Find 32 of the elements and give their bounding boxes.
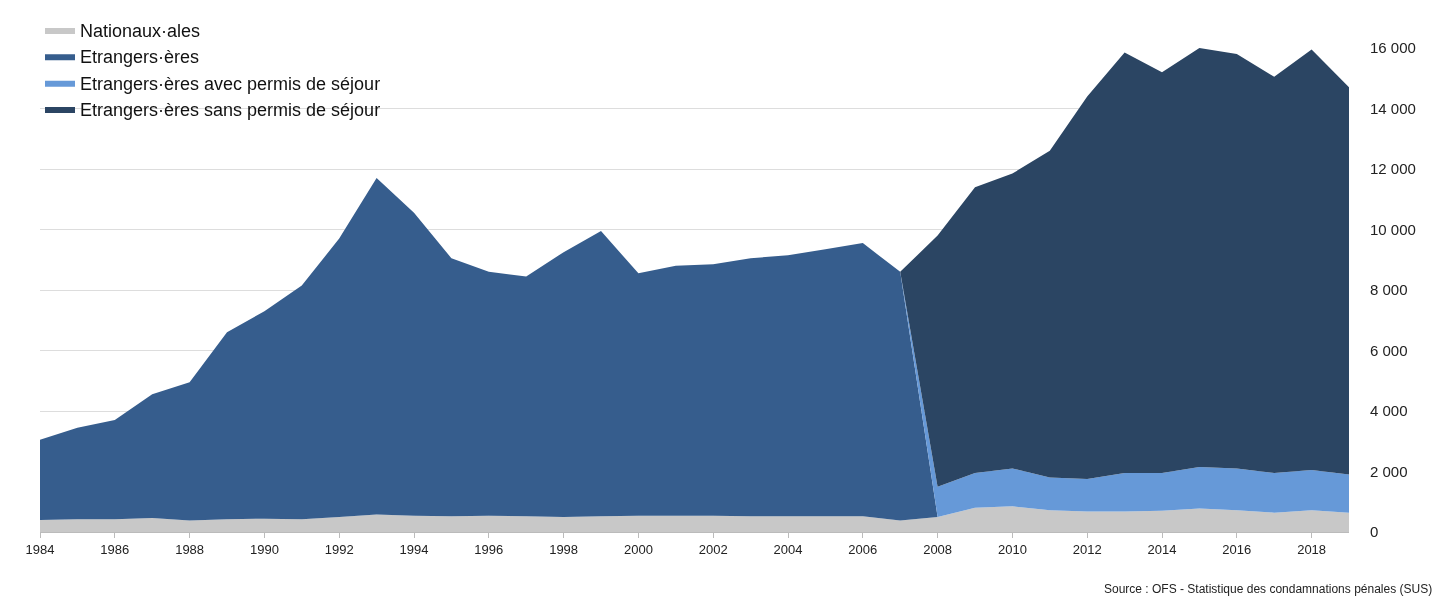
y-tick-label: 10 000 bbox=[1370, 220, 1416, 238]
y-tick-label: 6 000 bbox=[1370, 341, 1408, 359]
x-tick-label: 2002 bbox=[698, 541, 728, 557]
x-tick-label: 2012 bbox=[1072, 541, 1102, 557]
y-tick-label: 0 bbox=[1370, 523, 1379, 541]
x-tick-label: 2014 bbox=[1147, 541, 1177, 557]
legend-label: Etrangers·ères bbox=[80, 47, 200, 68]
legend-label: Etrangers·ères sans permis de séjour bbox=[80, 100, 381, 121]
x-tick-label: 2010 bbox=[997, 541, 1027, 557]
x-tick-label: 1984 bbox=[25, 541, 55, 557]
x-tick-label: 1998 bbox=[549, 541, 579, 557]
x-tick-label: 1986 bbox=[100, 541, 130, 557]
y-tick-label: 2 000 bbox=[1370, 462, 1408, 480]
x-tick-label: 2008 bbox=[923, 541, 953, 557]
x-tick-label: 2004 bbox=[773, 541, 803, 557]
legend-label: Nationaux·ales bbox=[80, 20, 201, 41]
source-note: Source : OFS - Statistique des condamnations pénales (SUS) bbox=[1104, 582, 1433, 596]
legend-label: Etrangers·ères avec permis de séjour bbox=[80, 73, 381, 94]
x-tick-label: 2000 bbox=[623, 541, 653, 557]
x-tick-label: 1996 bbox=[474, 541, 504, 557]
y-tick-label: 4 000 bbox=[1370, 402, 1408, 420]
x-tick-label: 2018 bbox=[1297, 541, 1327, 557]
y-tick-label: 12 000 bbox=[1370, 160, 1416, 178]
x-tick-label: 2006 bbox=[848, 541, 878, 557]
x-tick-label: 1992 bbox=[324, 541, 354, 557]
x-tick-label: 1994 bbox=[399, 541, 429, 557]
y-tick-label: 14 000 bbox=[1370, 99, 1416, 117]
x-tick-label: 1988 bbox=[175, 541, 205, 557]
y-tick-label: 8 000 bbox=[1370, 281, 1408, 299]
y-tick-label: 16 000 bbox=[1370, 39, 1416, 57]
x-tick-label: 2016 bbox=[1222, 541, 1252, 557]
x-tick-label: 1990 bbox=[249, 541, 279, 557]
